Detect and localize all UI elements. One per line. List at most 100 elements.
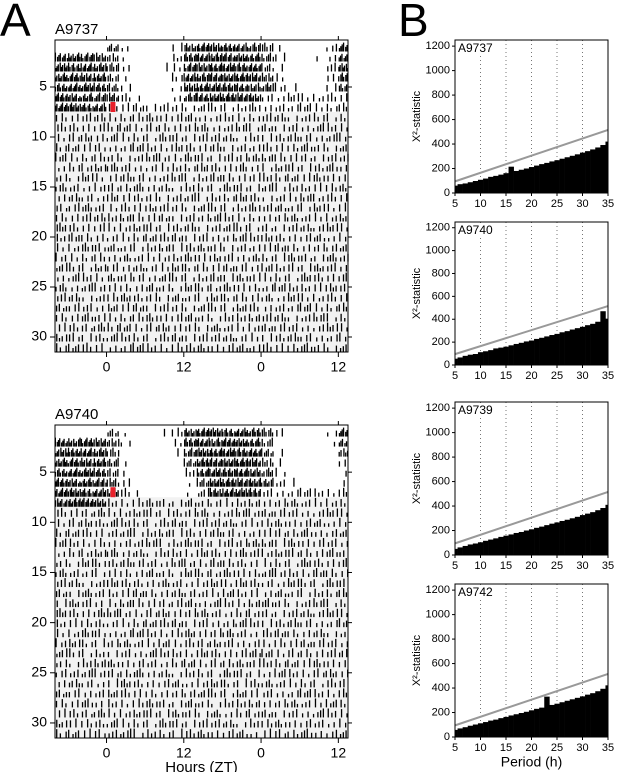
y-tick-label: 800 [432,267,450,279]
bar [600,688,606,737]
bar [534,527,540,555]
bar [579,696,586,737]
bar [539,164,545,193]
bar [508,166,514,193]
x-tick-label: 0 [103,745,111,761]
bar [585,513,591,555]
bar [559,702,565,737]
chart-title: A9740 [458,223,493,237]
bar [503,535,509,555]
bar [528,529,535,555]
bar [518,342,525,365]
bar [455,358,458,365]
bar [523,341,530,365]
y-tick-label: 200 [432,162,450,174]
chart-title: A9740 [55,406,98,423]
bar [574,697,581,737]
bar [493,175,499,193]
x-tick-label: 10 [474,742,486,754]
bar [595,691,601,737]
bar [477,542,484,555]
x-tick-label: 30 [576,560,588,572]
bar [564,519,571,555]
bar [600,311,606,365]
bar [595,510,601,555]
y-tick-label: 5 [39,463,47,479]
bar [472,543,479,555]
bar [569,699,576,737]
y-tick-label: 1200 [426,222,450,234]
y-tick-label: 1000 [426,427,450,439]
x-tick-label: 35 [602,198,614,210]
constant-darkness [55,497,348,738]
bar [590,512,596,555]
x-tick-label: 25 [551,198,563,210]
bar [569,155,576,193]
x-tick-label: 10 [474,198,486,210]
bar [605,141,609,193]
bar [564,700,571,737]
bar [503,346,509,365]
bar [564,331,571,365]
bar [513,343,520,365]
bar [518,531,525,555]
y-tick-label: 20 [31,228,47,244]
x-tick-label: 20 [525,560,537,572]
x-tick-label: 30 [576,370,588,382]
y-tick-label: 0 [444,187,450,199]
bar [508,534,514,555]
y-tick-label: 400 [432,500,450,512]
x-tick-label: 15 [500,198,512,210]
x-tick-label: 10 [474,370,486,382]
bar [559,158,565,193]
bar [590,323,596,365]
bar [574,516,581,555]
x-tick-label: 25 [551,742,563,754]
bar [467,544,474,555]
bar [585,694,591,737]
bar [605,318,609,365]
bar [462,545,469,555]
bar [457,728,463,737]
bar [554,522,560,555]
x-tick-label: 30 [576,742,588,754]
bar [503,716,509,737]
y-tick-label: 1200 [426,402,450,414]
x-tick-label: 5 [452,560,458,572]
bar [554,703,560,737]
x-tick-label: 12 [176,745,192,761]
y-axis-label: X²-statistic [411,90,423,142]
bar [539,526,545,555]
bar [518,713,525,737]
significance-line [454,491,609,545]
x-tick-label: 5 [452,370,458,382]
bar [477,179,484,193]
y-axis-label: X²-statistic [411,452,423,504]
bar [467,725,474,737]
bar [488,350,494,365]
bar [513,532,520,555]
bar [554,333,560,365]
bar [455,548,458,555]
y-tick-label: 1000 [426,65,450,77]
bar [585,151,591,193]
bar [605,504,609,555]
bar [462,727,469,737]
y-tick-label: 600 [432,290,450,302]
y-tick-label: 200 [432,336,450,348]
y-tick-label: 30 [31,328,47,344]
bar [462,183,469,193]
activity [54,427,349,738]
x-tick-label: 5 [452,198,458,210]
bar [549,704,555,737]
bar [590,693,596,737]
x-tick-label: 35 [602,560,614,572]
x-tick-label: 12 [331,359,347,375]
x-tick-label: 12 [331,745,347,761]
bar [488,176,494,193]
title-background [456,223,496,238]
stimulus-marker [110,487,116,498]
bar [508,715,514,737]
bar [472,181,479,193]
x-tick-label: 20 [525,742,537,754]
